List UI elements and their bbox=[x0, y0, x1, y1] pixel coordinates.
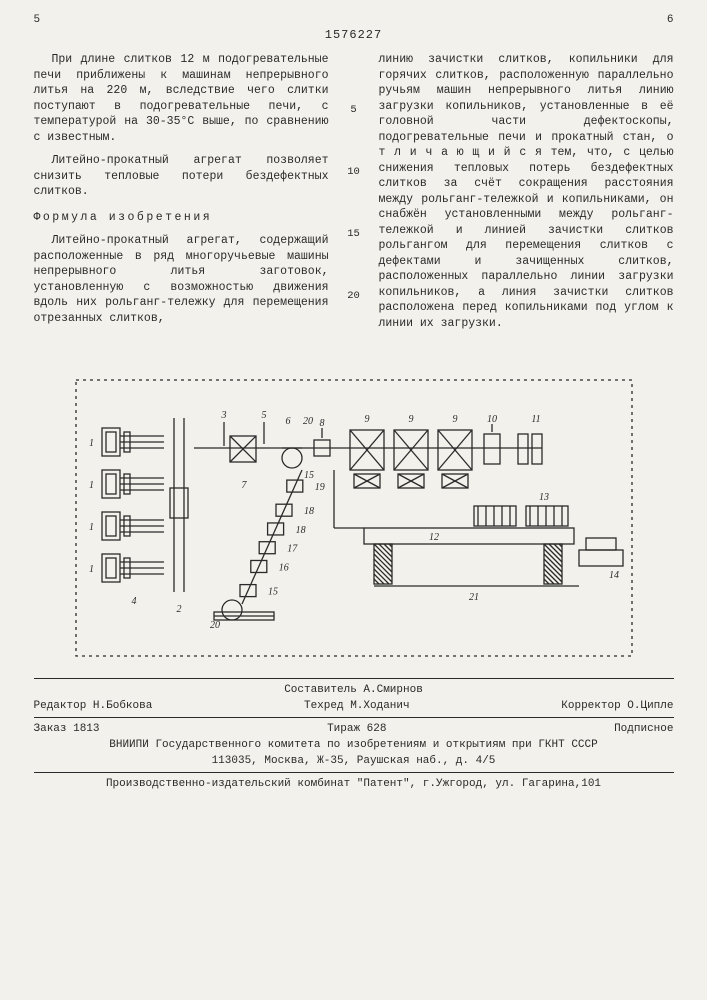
techred: Техред М.Ходанич bbox=[304, 700, 410, 712]
svg-text:4: 4 bbox=[131, 596, 136, 607]
line-num: 5 bbox=[350, 104, 356, 116]
svg-text:1: 1 bbox=[89, 438, 94, 449]
order: Заказ 1813 bbox=[34, 723, 100, 735]
svg-text:7: 7 bbox=[241, 480, 247, 491]
patent-figure: 1111243562078999101115191818171615201213… bbox=[74, 378, 634, 658]
para: Литейно-прокатный агрегат позволяет сниз… bbox=[34, 153, 329, 200]
para: линию зачистки слитков, копильники для г… bbox=[379, 52, 674, 331]
svg-text:9: 9 bbox=[408, 414, 413, 425]
para: Литейно-прокатный агрегат, содержащий ра… bbox=[34, 233, 329, 326]
svg-text:6: 6 bbox=[285, 416, 290, 427]
svg-text:18: 18 bbox=[295, 525, 305, 536]
para: При длине слитков 12 м подогревательные … bbox=[34, 52, 329, 145]
svg-text:20: 20 bbox=[303, 416, 313, 427]
page-right-num: 6 bbox=[667, 14, 674, 26]
svg-text:21: 21 bbox=[469, 592, 479, 603]
line-num: 15 bbox=[347, 228, 360, 240]
corrector: Корректор О.Ципле bbox=[561, 700, 673, 712]
svg-text:11: 11 bbox=[531, 414, 540, 425]
page-left-num: 5 bbox=[34, 14, 41, 26]
svg-text:3: 3 bbox=[220, 410, 226, 421]
svg-text:15: 15 bbox=[268, 587, 278, 598]
formula-title: Формула изобретения bbox=[34, 210, 329, 226]
svg-text:15: 15 bbox=[304, 470, 314, 481]
svg-text:9: 9 bbox=[452, 414, 457, 425]
svg-text:2: 2 bbox=[176, 604, 181, 615]
text-columns: При длине слитков 12 м подогревательные … bbox=[34, 52, 674, 352]
svg-text:1: 1 bbox=[89, 522, 94, 533]
compiler: Составитель А.Смирнов bbox=[34, 682, 674, 698]
svg-text:16: 16 bbox=[278, 562, 288, 573]
imprint-footer: Составитель А.Смирнов Редактор Н.Бобкова… bbox=[34, 678, 674, 792]
svg-text:18: 18 bbox=[304, 506, 314, 517]
right-column: линию зачистки слитков, копильники для г… bbox=[379, 52, 674, 352]
line-number-gutter: 5 10 15 20 bbox=[347, 52, 361, 352]
svg-text:12: 12 bbox=[429, 532, 439, 543]
svg-text:14: 14 bbox=[609, 570, 619, 581]
svg-text:5: 5 bbox=[261, 410, 266, 421]
svg-text:19: 19 bbox=[314, 482, 324, 493]
svg-text:1: 1 bbox=[89, 564, 94, 575]
circulation: Тираж 628 bbox=[327, 723, 386, 735]
editor: Редактор Н.Бобкова bbox=[34, 700, 153, 712]
org1: ВНИИПИ Государственного комитета по изоб… bbox=[34, 737, 674, 753]
org2: Производственно-издательский комбинат "П… bbox=[34, 776, 674, 792]
svg-text:13: 13 bbox=[539, 492, 549, 503]
line-num: 20 bbox=[347, 290, 360, 302]
subscription: Подписное bbox=[614, 723, 673, 735]
svg-text:20: 20 bbox=[210, 620, 220, 631]
line-num: 10 bbox=[347, 166, 360, 178]
doc-number: 1576227 bbox=[26, 28, 681, 42]
svg-text:1: 1 bbox=[89, 480, 94, 491]
svg-text:8: 8 bbox=[319, 418, 324, 429]
svg-text:9: 9 bbox=[364, 414, 369, 425]
org1-addr: 113035, Москва, Ж-35, Раушская наб., д. … bbox=[34, 753, 674, 769]
svg-text:17: 17 bbox=[287, 544, 298, 555]
svg-text:10: 10 bbox=[487, 414, 497, 425]
left-column: При длине слитков 12 м подогревательные … bbox=[34, 52, 329, 352]
